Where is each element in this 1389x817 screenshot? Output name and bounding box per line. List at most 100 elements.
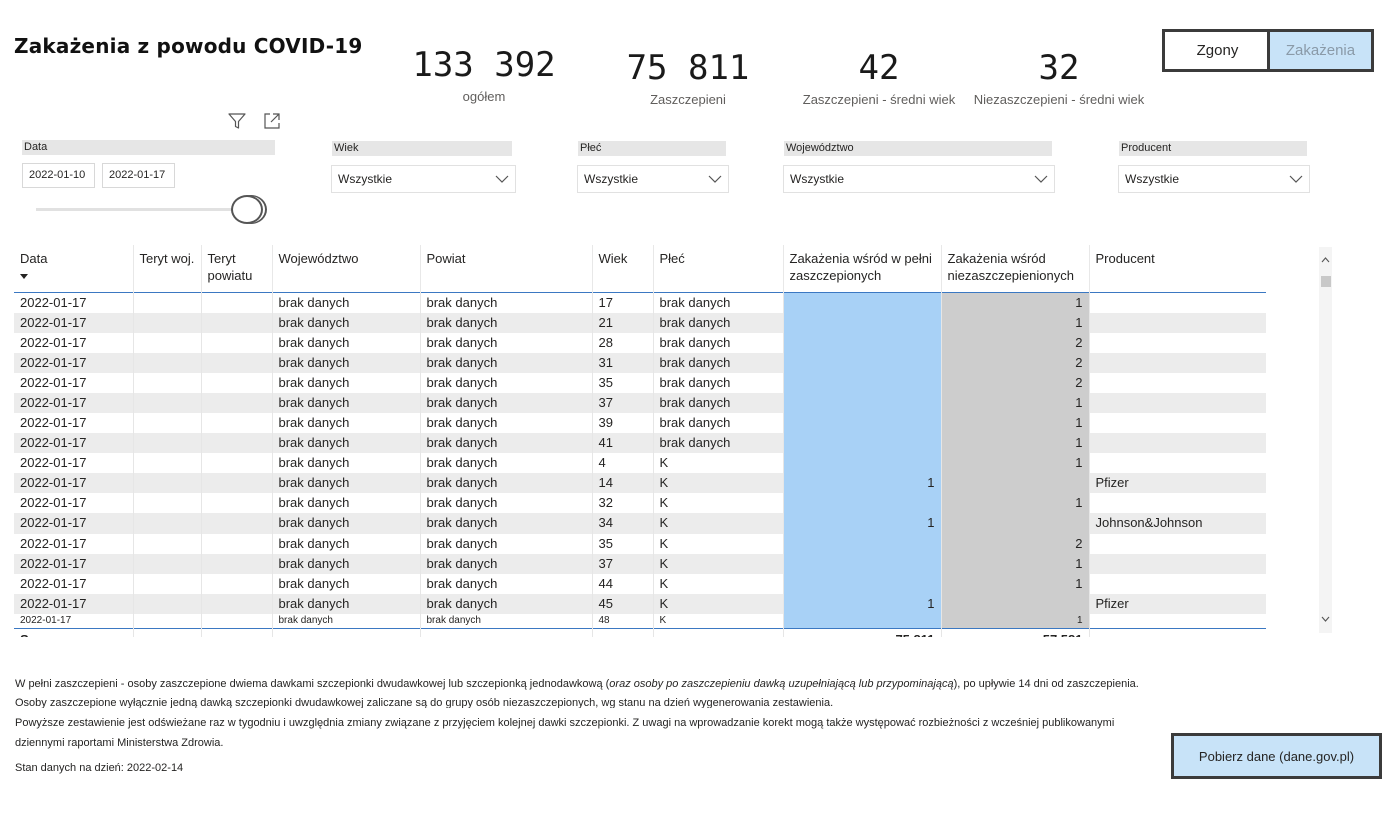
table-row[interactable]: 2022-01-17 brak danych brak danych 34 K 1 John…	[14, 513, 1266, 534]
cell-vaccinated	[783, 493, 942, 514]
table-row[interactable]: 2022-01-17 brak danych brak danych 45 K 1 Pfiz…	[14, 593, 1266, 614]
cell-date: 2022-01-17	[14, 593, 134, 614]
cell-county: brak danych	[420, 412, 593, 434]
cell-sex: brak danych	[653, 412, 784, 434]
cell-unvaccinated	[941, 473, 1090, 494]
table-row[interactable]: 2022-01-17 brak danych brak danych 41 brak d…	[14, 433, 1266, 454]
cell-producer	[1089, 412, 1266, 434]
cell-teryt-county	[201, 573, 273, 594]
table-row[interactable]: 2022-01-17 brak danych brak danych 39 brak d…	[14, 412, 1266, 434]
column-header-teryt-voivodeship[interactable]: Teryt woj.	[133, 245, 202, 292]
column-header-age[interactable]: Wiek	[592, 245, 654, 292]
table-row[interactable]: 2022-01-17 brak danych brak danych 32 K 1	[14, 493, 1266, 514]
cell-voivodeship: brak danych	[272, 573, 421, 594]
cell-unvaccinated: 1	[941, 453, 1090, 474]
table-row[interactable]: 2022-01-17 brak danych brak danych 21 brak d…	[14, 312, 1266, 333]
cell-voivodeship: brak danych	[272, 453, 421, 474]
cell-teryt-voivodeship	[133, 292, 202, 313]
voivodeship-dropdown-value: Wszystkie	[790, 172, 844, 186]
column-header-county[interactable]: Powiat	[420, 245, 593, 292]
cell-unvaccinated: 1	[941, 412, 1090, 434]
cell-voivodeship: brak danych	[272, 473, 421, 494]
focus-mode-icon[interactable]	[262, 111, 282, 131]
cell-date: 2022-01-17	[14, 513, 134, 534]
cell-vaccinated: 1	[783, 473, 942, 494]
cell-vaccinated	[783, 613, 942, 629]
table-row[interactable]: 2022-01-17 brak danych brak danych 14 K 1 Pfiz…	[14, 473, 1266, 494]
page-title: Zakażenia z powodu COVID-19	[14, 34, 363, 58]
cell-vaccinated	[783, 372, 942, 393]
table-row[interactable]: 2022-01-17 brak danych brak danych 44 K 1	[14, 573, 1266, 594]
cell-voivodeship: brak danych	[272, 312, 421, 333]
infections-toggle-button[interactable]: Zakażenia	[1267, 29, 1374, 72]
note-refresh-cont: dziennymi raportami Ministerstwa Zdrowia…	[15, 737, 224, 749]
scrollbar-thumb[interactable]	[1321, 276, 1331, 287]
cell-sex: K	[653, 453, 784, 474]
table-row[interactable]: 2022-01-17 brak danych brak danych 35 brak d…	[14, 372, 1266, 393]
note-refresh: Powyższe zestawienie jest odświeżane raz…	[15, 717, 1115, 729]
cell-sex: brak danych	[653, 433, 784, 454]
date-slider-track[interactable]	[36, 208, 248, 211]
column-header-voivodeship[interactable]: Województwo	[272, 245, 421, 292]
cell-voivodeship: brak danych	[272, 433, 421, 454]
column-header-date[interactable]: Data	[14, 245, 134, 292]
cell-county: brak danych	[420, 312, 593, 333]
cell-county: brak danych	[420, 453, 593, 474]
download-data-button[interactable]: Pobierz dane (dane.gov.pl)	[1171, 733, 1382, 779]
date-from-input[interactable]: 2022-01-10	[22, 163, 95, 188]
table-header-row: Data Teryt woj. Teryt powiatu Województw…	[14, 245, 1266, 292]
column-header-sex[interactable]: Płeć	[653, 245, 784, 292]
cell-teryt-county	[201, 493, 273, 514]
cell-county: brak danych	[420, 613, 593, 629]
cell-vaccinated	[783, 312, 942, 333]
age-dropdown[interactable]: Wszystkie	[331, 165, 516, 193]
scroll-down-icon[interactable]	[1319, 612, 1332, 626]
cell-age: 45	[592, 593, 654, 614]
voivodeship-dropdown[interactable]: Wszystkie	[783, 165, 1055, 193]
table-row[interactable]: 2022-01-17 brak danych brak danych 17 brak d…	[14, 292, 1266, 313]
scroll-up-icon[interactable]	[1319, 253, 1332, 267]
note-single-dose: Osoby zaszczepione wyłącznie jedną dawką…	[15, 697, 834, 708]
cell-unvaccinated: 1	[941, 292, 1090, 313]
cell-producer	[1089, 312, 1266, 333]
cell-teryt-voivodeship	[133, 392, 202, 413]
cell-teryt-voivodeship	[133, 593, 202, 614]
cell-producer	[1089, 352, 1266, 373]
table-row[interactable]: 2022-01-17 brak danych brak danych 37 K 1	[14, 553, 1266, 574]
table-row[interactable]: 2022-01-17 brak danych brak danych 31 brak d…	[14, 352, 1266, 373]
date-slider-handle[interactable]	[231, 195, 263, 224]
cell-date: 2022-01-17	[14, 533, 134, 554]
cell-producer	[1089, 433, 1266, 454]
cell-teryt-county	[201, 613, 273, 629]
cell-producer	[1089, 533, 1266, 554]
cell-teryt-voivodeship	[133, 412, 202, 434]
cell-age: 37	[592, 392, 654, 413]
column-header-teryt-county[interactable]: Teryt powiatu	[201, 245, 273, 292]
table-row[interactable]: 2022-01-17 brak danych brak danych 48 K 1	[14, 613, 1266, 629]
table-row[interactable]: 2022-01-17 brak danych brak danych 37 brak d…	[14, 392, 1266, 413]
table-row[interactable]: 2022-01-17 brak danych brak danych 35 K 2	[14, 533, 1266, 554]
deaths-toggle-button[interactable]: Zgony	[1162, 29, 1270, 72]
cell-producer	[1089, 332, 1266, 353]
cell-date: 2022-01-17	[14, 473, 134, 494]
cell-sex: brak danych	[653, 332, 784, 353]
filter-icon[interactable]	[227, 111, 247, 131]
table-row[interactable]: 2022-01-17 brak danych brak danych 28 brak d…	[14, 332, 1266, 353]
age-dropdown-value: Wszystkie	[338, 172, 392, 186]
cell-sex: K	[653, 493, 784, 514]
cell-county: brak danych	[420, 352, 593, 373]
cell-unvaccinated: 2	[941, 372, 1090, 393]
cell-county: brak danych	[420, 593, 593, 614]
cell-teryt-county	[201, 533, 273, 554]
cell-age: 4	[592, 453, 654, 474]
table-scrollbar[interactable]	[1319, 247, 1332, 633]
table-row[interactable]: 2022-01-17 brak danych brak danych 4 K 1	[14, 453, 1266, 474]
cell-sex: brak danych	[653, 372, 784, 393]
cell-age: 21	[592, 312, 654, 333]
column-header-unvaccinated-infections[interactable]: Zakażenia wśród niezaszczepienionych	[941, 245, 1090, 292]
producer-dropdown[interactable]: Wszystkie	[1118, 165, 1310, 193]
column-header-producer[interactable]: Producent	[1089, 245, 1266, 292]
sex-dropdown[interactable]: Wszystkie	[577, 165, 729, 193]
column-header-vaccinated-infections[interactable]: Zakażenia wśród w pełni zaszczepionych	[783, 245, 942, 292]
date-to-input[interactable]: 2022-01-17	[102, 163, 175, 188]
